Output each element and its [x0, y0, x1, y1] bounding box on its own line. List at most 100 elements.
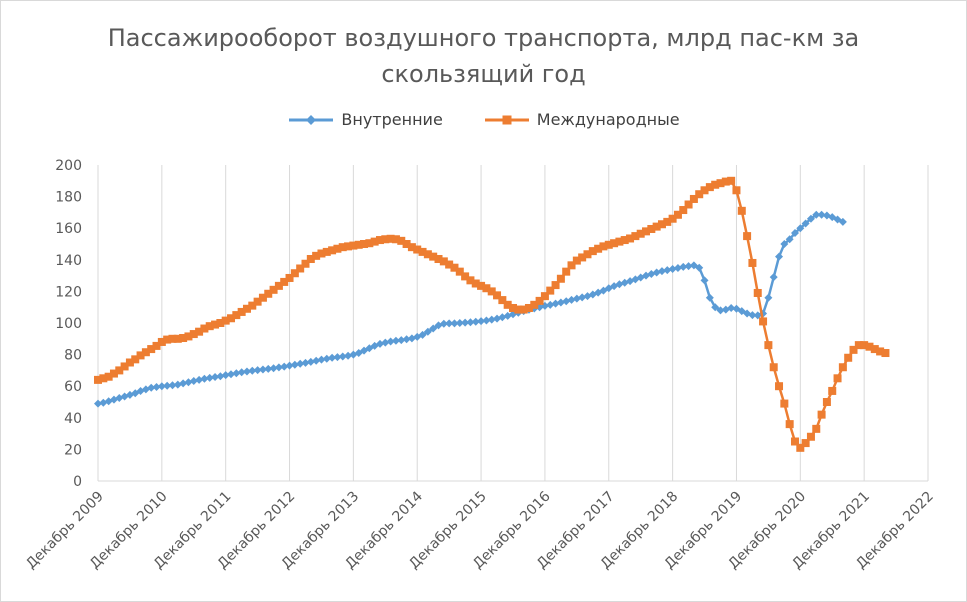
- data-point-international: [801, 439, 810, 448]
- data-point-domestic: [232, 369, 241, 378]
- data-point-international: [237, 307, 246, 316]
- data-point-international: [503, 300, 512, 309]
- data-point-international: [131, 355, 140, 364]
- data-point-international: [642, 227, 651, 236]
- data-point-international: [519, 305, 528, 314]
- data-point-domestic: [211, 373, 220, 382]
- data-point-domestic: [673, 264, 682, 273]
- data-point-domestic: [375, 339, 384, 348]
- data-point-domestic: [684, 262, 693, 271]
- data-point-domestic: [418, 330, 427, 339]
- data-point-international: [844, 353, 853, 362]
- data-point-international: [487, 287, 496, 296]
- data-point-domestic: [679, 262, 688, 271]
- data-point-domestic: [790, 228, 799, 237]
- data-point-international: [716, 179, 725, 188]
- data-point-international: [509, 303, 517, 312]
- data-point-domestic: [652, 268, 661, 277]
- data-point-domestic: [152, 382, 161, 391]
- data-point-international: [370, 237, 379, 246]
- data-point-domestic: [274, 363, 283, 372]
- data-point-international: [264, 289, 273, 298]
- data-point-international: [870, 345, 879, 354]
- data-point-international: [524, 303, 533, 312]
- data-point-domestic: [775, 252, 784, 261]
- data-point-domestic: [801, 219, 810, 228]
- y-tick-label: 60: [64, 379, 82, 395]
- data-point-international: [216, 319, 225, 327]
- data-point-international: [391, 235, 400, 244]
- data-point-international: [152, 341, 161, 350]
- data-point-international: [115, 366, 124, 375]
- data-point-domestic: [657, 267, 666, 276]
- data-point-domestic: [838, 217, 847, 226]
- data-point-international: [407, 243, 416, 252]
- data-point-domestic: [764, 293, 773, 302]
- data-point-domestic: [668, 264, 677, 273]
- data-point-international: [700, 186, 709, 195]
- data-point-domestic: [205, 373, 214, 382]
- data-point-international: [248, 301, 257, 310]
- data-point-international: [769, 363, 778, 372]
- data-point-international: [498, 296, 507, 305]
- data-point-international: [338, 243, 347, 252]
- data-point-international: [418, 247, 427, 256]
- data-point-international: [748, 258, 757, 267]
- data-point-domestic: [748, 311, 757, 320]
- data-point-international: [759, 317, 768, 326]
- data-point-domestic: [269, 364, 278, 373]
- data-point-international: [663, 217, 672, 226]
- data-point-international: [689, 194, 698, 203]
- data-point-international: [179, 334, 188, 343]
- data-point-international: [626, 234, 635, 243]
- data-point-international: [360, 240, 369, 248]
- data-point-international: [588, 247, 597, 256]
- data-point-international: [817, 410, 826, 419]
- data-point-international: [296, 264, 305, 273]
- data-point-international: [572, 256, 581, 265]
- data-point-domestic: [546, 300, 555, 309]
- data-point-international: [780, 399, 789, 408]
- data-point-domestic: [482, 316, 491, 325]
- data-point-international: [221, 316, 230, 325]
- data-point-international: [647, 224, 656, 233]
- data-point-domestic: [168, 381, 177, 390]
- data-point-international: [141, 348, 150, 357]
- y-tick-label: 180: [55, 190, 82, 206]
- data-point-domestic: [264, 364, 273, 373]
- data-point-international: [258, 293, 267, 302]
- data-point-international: [711, 180, 720, 189]
- data-point-international: [242, 304, 251, 313]
- data-point-international: [684, 200, 693, 209]
- data-point-domestic: [445, 319, 454, 328]
- data-point-international: [147, 345, 156, 354]
- data-point-domestic: [397, 336, 406, 345]
- data-point-international: [854, 341, 863, 350]
- legend-label-international: Международные: [536, 110, 680, 129]
- data-point-international: [764, 341, 773, 350]
- legend-item-domestic: Внутренние: [287, 110, 443, 129]
- data-point-domestic: [487, 315, 496, 324]
- data-point-international: [610, 239, 619, 248]
- data-point-domestic: [796, 224, 805, 233]
- data-point-international: [668, 214, 677, 223]
- data-point-international: [354, 240, 363, 249]
- data-point-international: [280, 277, 289, 286]
- data-point-domestic: [189, 376, 198, 385]
- data-point-international: [562, 267, 571, 276]
- data-point-international: [796, 443, 805, 452]
- data-point-domestic: [551, 299, 560, 308]
- data-point-domestic: [556, 298, 565, 307]
- data-point-domestic: [578, 293, 587, 302]
- data-point-domestic: [200, 374, 209, 383]
- data-point-international: [168, 334, 177, 343]
- y-tick-label: 140: [55, 253, 82, 269]
- data-point-international: [594, 244, 603, 253]
- data-point-domestic: [493, 314, 502, 323]
- data-point-international: [402, 240, 411, 248]
- data-point-international: [753, 288, 762, 297]
- data-point-international: [679, 206, 688, 215]
- data-point-international: [386, 234, 395, 243]
